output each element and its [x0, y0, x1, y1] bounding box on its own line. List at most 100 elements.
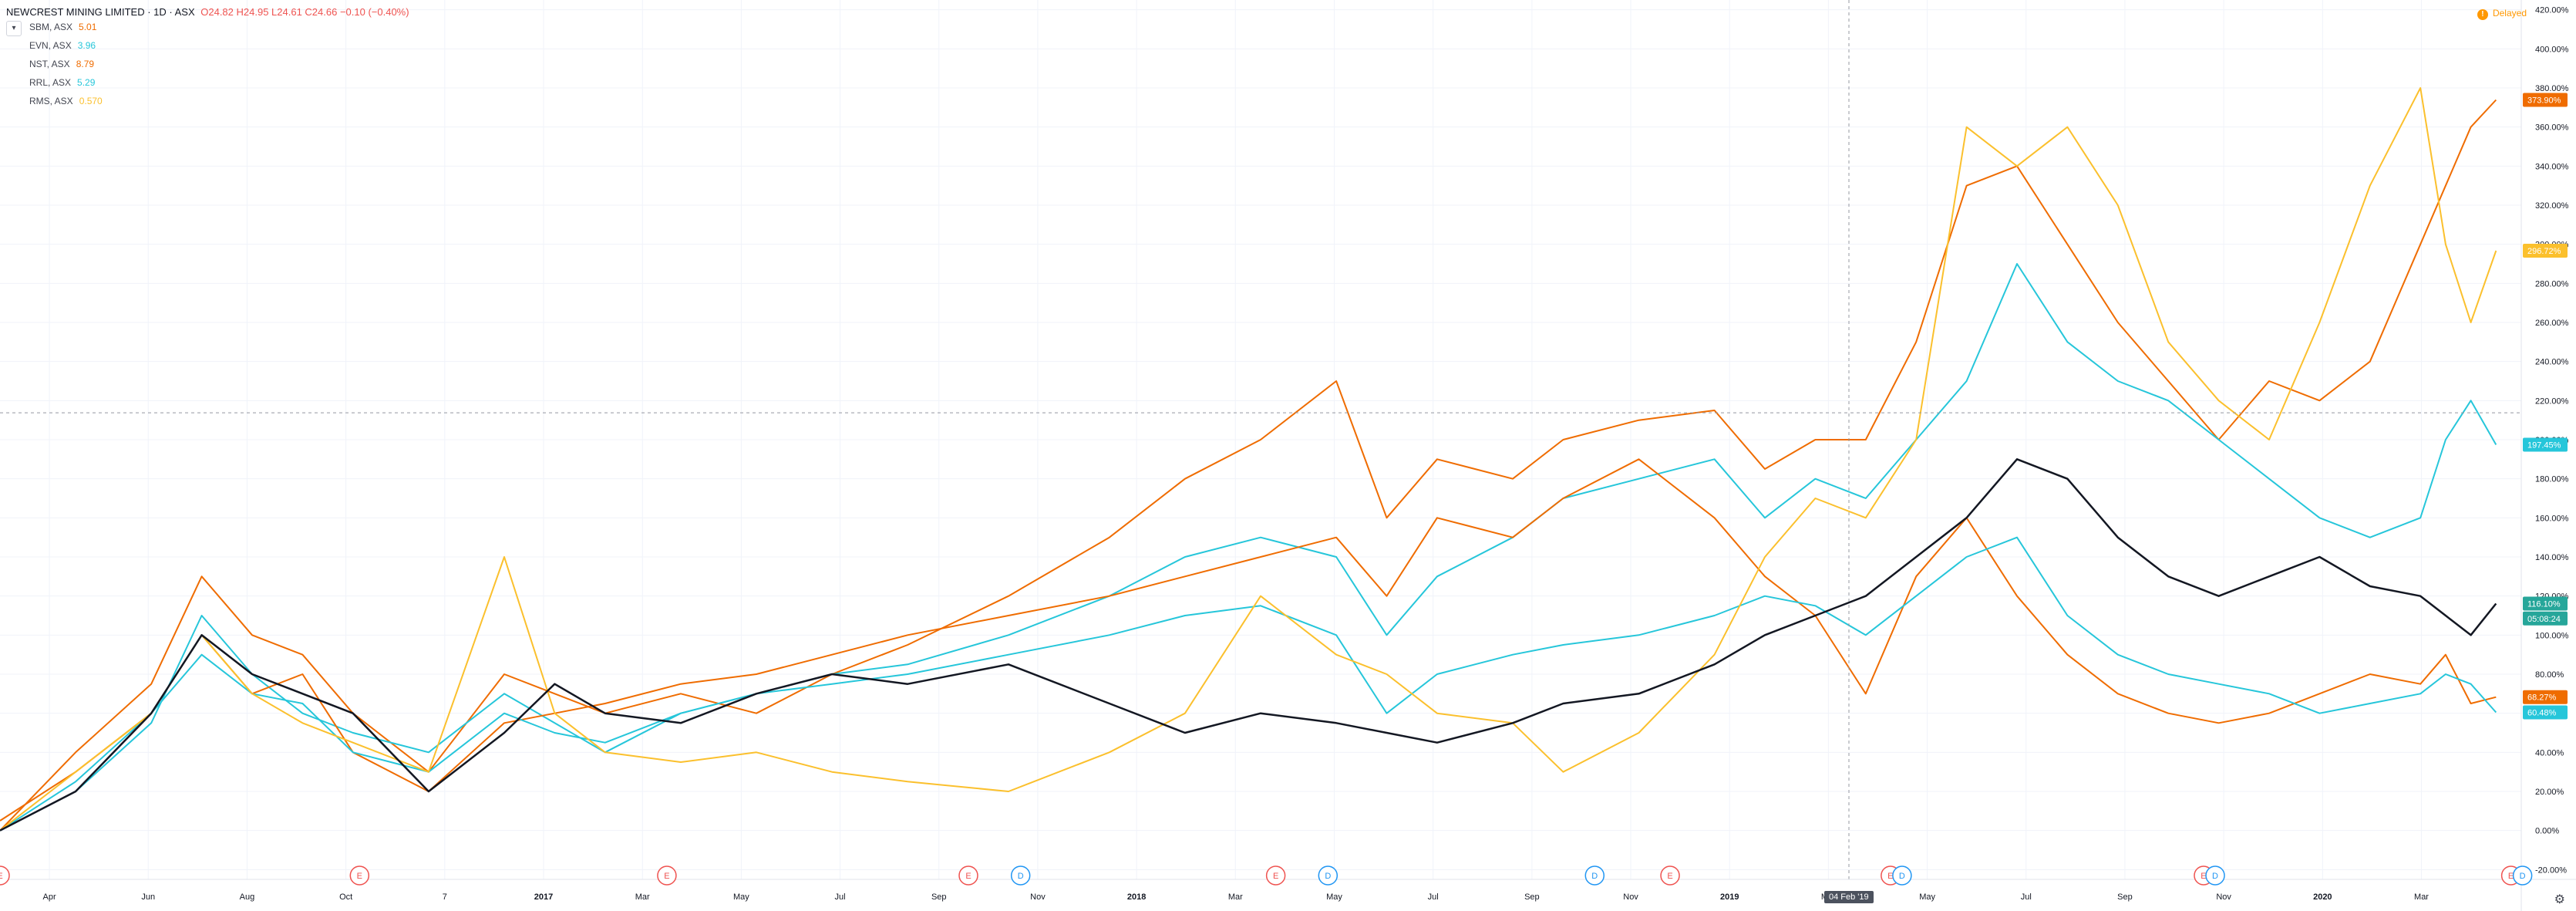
legend-row[interactable]: SBM, ASX 5.01: [6, 18, 409, 36]
legend-value: 8.79: [76, 59, 95, 69]
series-line-ncm: [0, 458, 2497, 832]
chevron-down-icon[interactable]: ▾: [6, 21, 22, 36]
x-tick-label: 7: [443, 892, 447, 902]
x-tick-label: Jul: [835, 892, 846, 902]
event-marker-label: E: [2508, 872, 2514, 881]
crosshair-date-label: 04 Feb '19: [1824, 891, 1874, 903]
x-tick-label: Mar: [635, 892, 650, 902]
delayed-label: Delayed: [2492, 8, 2527, 19]
legend-rows: ▾ SBM, ASX 5.01 EVN, ASX 3.96 NST, ASX 8.79 RR…: [6, 18, 409, 110]
delayed-badge[interactable]: ! Delayed: [2477, 8, 2527, 20]
price-tag: [2523, 705, 2568, 720]
y-tick-label: 80.00%: [2535, 670, 2564, 680]
x-tick-label: Jul: [2021, 892, 2032, 902]
event-marker-label: D: [2520, 872, 2526, 881]
x-tick-label: Aug: [240, 892, 255, 902]
price-tag: [2523, 437, 2568, 452]
x-tick-label: Jul: [1428, 892, 1439, 902]
price-tag-label: 60.48%: [2527, 708, 2557, 717]
event-marker: [1584, 865, 1605, 886]
x-tick-label: 2020: [2313, 892, 2332, 902]
legend-row[interactable]: RMS, ASX 0.570: [6, 92, 409, 110]
x-tick-label: May: [1919, 892, 1935, 902]
y-tick-label: 160.00%: [2535, 514, 2569, 523]
event-marker: [2205, 865, 2225, 886]
y-tick-label: 180.00%: [2535, 475, 2569, 484]
clock-icon: !: [2477, 9, 2488, 20]
x-tick-label: 2017: [534, 892, 553, 902]
y-tick-label: -20.00%: [2535, 865, 2567, 875]
event-marker-label: E: [1887, 872, 1893, 881]
x-tick-label: 2019: [1720, 892, 1739, 902]
y-tick-label: 420.00%: [2535, 6, 2569, 15]
x-tick-label: Apr: [43, 892, 56, 902]
price-tag-label: 116.10%: [2527, 600, 2561, 609]
x-tick-label: Nov: [1030, 892, 1046, 902]
price-tag-label: 373.90%: [2527, 96, 2561, 105]
event-marker: [0, 865, 10, 886]
legend-row[interactable]: RRL, ASX 5.29: [6, 73, 409, 92]
x-tick-label: Nov: [2216, 892, 2231, 902]
price-tag: [2523, 243, 2568, 258]
series-line-rrl: [0, 536, 2497, 832]
x-tick-label: Mar: [1228, 892, 1243, 902]
y-tick-label: 260.00%: [2535, 319, 2569, 328]
x-tick-label: Sep: [1524, 892, 1540, 902]
event-marker: [349, 865, 370, 886]
chart-grid: [0, 0, 2521, 879]
x-tick-label: Sep: [2117, 892, 2133, 902]
event-marker: [1660, 865, 1680, 886]
legend: NEWCREST MINING LIMITED · 1D · ASX O24.8…: [6, 6, 409, 110]
y-tick-label: 280.00%: [2535, 279, 2569, 288]
legend-value: 5.01: [79, 22, 97, 32]
y-tick-label: 0.00%: [2535, 827, 2559, 836]
event-marker-label: E: [1667, 872, 1672, 881]
event-marker-label: E: [357, 872, 362, 881]
legend-symbol: RMS, ASX: [29, 96, 73, 106]
series-line-rms: [0, 87, 2497, 832]
gear-icon[interactable]: ⚙: [2554, 893, 2565, 906]
x-tick-label: Nov: [1623, 892, 1638, 902]
chart-series: [0, 87, 2497, 832]
legend-symbol: RRL, ASX: [29, 77, 72, 88]
price-tag-label: 05:08:24: [2527, 615, 2561, 624]
event-marker-label: D: [2212, 872, 2218, 881]
price-axis-bg: [2521, 0, 2576, 911]
event-marker-label: D: [1591, 872, 1598, 881]
x-tick-label: 2018: [1127, 892, 1146, 902]
legend-symbol: EVN, ASX: [29, 40, 72, 51]
y-tick-label: 360.00%: [2535, 123, 2569, 133]
event-marker-label: D: [1899, 872, 1905, 881]
y-tick-label: 20.00%: [2535, 788, 2564, 797]
series-line-sbm: [0, 99, 2497, 832]
symbol-title[interactable]: NEWCREST MINING LIMITED · 1D · ASX O24.8…: [6, 6, 409, 18]
event-marker: [657, 865, 677, 886]
ohlc-values: O24.82 H24.95 L24.61 C24.66 −0.10 (−0.40…: [200, 6, 409, 18]
event-markers: EEEEDEDDEEDEDED: [0, 865, 2533, 886]
y-tick-label: 340.00%: [2535, 162, 2569, 171]
event-marker: [958, 865, 978, 886]
series-line-nst: [0, 458, 2497, 822]
event-marker-label: E: [0, 872, 3, 881]
y-tick-label: 140.00%: [2535, 553, 2569, 562]
price-tag: [2523, 93, 2568, 107]
y-tick-label: 380.00%: [2535, 84, 2569, 93]
y-tick-label: 40.00%: [2535, 748, 2564, 757]
price-tag-label: 197.45%: [2527, 440, 2561, 450]
event-marker-label: E: [664, 872, 669, 881]
legend-symbol: SBM, ASX: [29, 22, 73, 32]
legend-symbol: NST, ASX: [29, 59, 70, 69]
legend-value: 0.570: [79, 96, 103, 106]
y-tick-label: 220.00%: [2535, 396, 2569, 406]
price-axis: -20.00%0.00%20.00%40.00%60.00%80.00%100.…: [2520, 0, 2576, 911]
legend-row[interactable]: EVN, ASX 3.96: [6, 36, 409, 55]
price-tag-label: 68.27%: [2527, 693, 2557, 703]
price-tag-label: 296.72%: [2527, 247, 2561, 256]
event-marker: [1892, 865, 1912, 886]
event-marker-label: D: [1018, 872, 1024, 881]
series-line-evn: [0, 263, 2497, 832]
legend-row[interactable]: NST, ASX 8.79: [6, 55, 409, 73]
x-tick-label: Mar: [2414, 892, 2429, 902]
symbol-name: NEWCREST MINING LIMITED · 1D · ASX: [6, 6, 195, 18]
